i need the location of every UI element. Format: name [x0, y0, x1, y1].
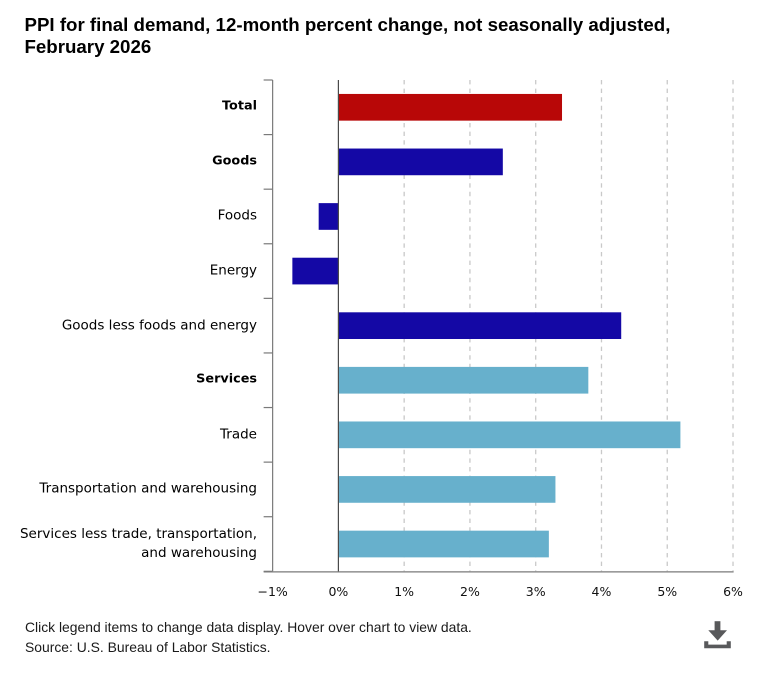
download-icon[interactable]: [702, 619, 733, 650]
bar-services-less-trade-transportation-and-warehousing[interactable]: [338, 530, 549, 558]
x-tick-label-2pct: 2%: [460, 584, 480, 599]
category-label-energy: Energy: [209, 262, 257, 279]
bar-foods[interactable]: [318, 203, 339, 230]
category-label-goods: Goods: [212, 153, 257, 169]
chart-source-text: Source: U.S. Bureau of Labor Statistics.: [25, 639, 271, 655]
bar-goods[interactable]: [338, 148, 503, 176]
x-tick-label-6pct: 6%: [723, 584, 743, 599]
category-label-services: Services: [196, 371, 257, 387]
bar-services[interactable]: [338, 366, 589, 394]
x-tick-label-4pct: 4%: [591, 584, 612, 599]
chart-hint-text: Click legend items to change data displa…: [25, 618, 472, 635]
category-label-trade: Trade: [220, 426, 257, 443]
bar-goods-less-foods-and-energy[interactable]: [338, 312, 622, 340]
category-label-goods-less-foods-and-energy: Goods less foods and energy: [61, 317, 257, 334]
bar-total[interactable]: [338, 93, 563, 121]
chart-title-line1: PPI for final demand, 12-month percent c…: [24, 14, 671, 35]
x-tick-label-1pct: 1%: [394, 584, 415, 599]
category-label-transportation-and-warehousing: Transportation and warehousing: [39, 481, 257, 498]
bar-transportation-and-warehousing[interactable]: [338, 476, 556, 503]
x-tick-label-5pct: 5%: [657, 584, 678, 599]
x-tick-label-0pct: 0%: [328, 584, 349, 599]
bar-energy[interactable]: [292, 257, 339, 285]
x-tick-label--1pct: −1%: [257, 584, 288, 599]
category-label-services-less-trade-transportation-and-warehousing: Services less trade, transportation, and…: [19, 526, 257, 561]
x-tick-label-3pct: 3%: [525, 584, 546, 599]
chart-title: PPI for final demand, 12-month percent c…: [25, 14, 671, 59]
chart-title-line2: February 2026: [24, 36, 152, 58]
category-label-foods: Foods: [217, 208, 257, 225]
bar-trade[interactable]: [338, 421, 681, 449]
category-label-total: Total: [222, 98, 257, 114]
